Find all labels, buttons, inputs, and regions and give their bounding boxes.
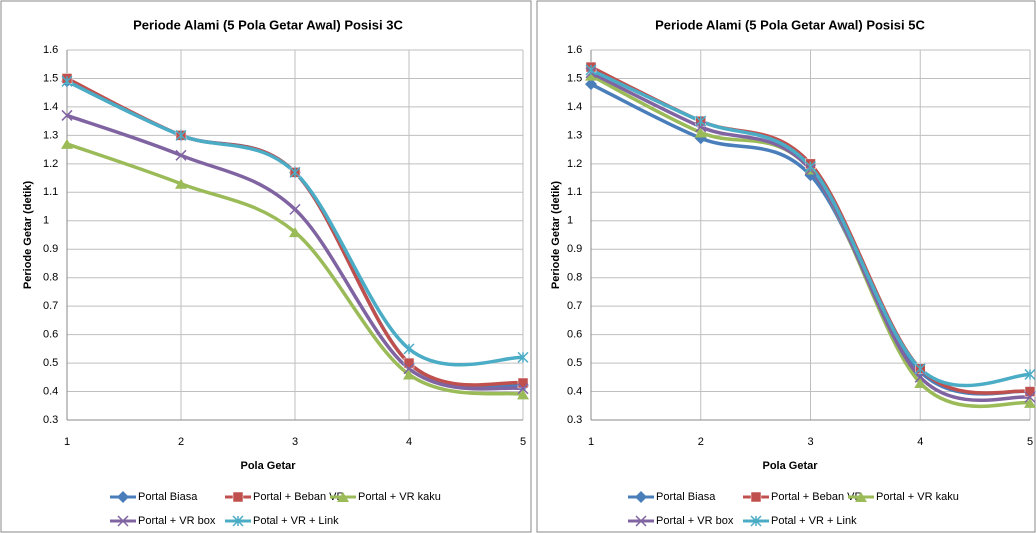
- x-tick-label: 5: [1027, 436, 1033, 448]
- y-tick-label: 1.5: [567, 72, 582, 84]
- x-axis-label: Pola Getar: [240, 460, 296, 472]
- legend-label: Portal Biasa: [656, 491, 716, 503]
- marker: [404, 358, 414, 368]
- y-tick-label: 1.2: [567, 158, 582, 170]
- legend-label: Potal + VR + Link: [253, 515, 339, 527]
- y-tick-label: 0.5: [43, 357, 58, 369]
- y-tick-label: 0.8: [567, 272, 582, 284]
- x-tick-label: 3: [807, 436, 813, 448]
- y-tick-label: 1.4: [43, 101, 58, 113]
- chart-title: Periode Alami (5 Pola Getar Awal) Posisi…: [133, 17, 403, 32]
- y-tick-label: 0.3: [43, 414, 58, 426]
- y-tick-label: 0.5: [567, 357, 582, 369]
- x-tick-label: 2: [178, 436, 184, 448]
- x-tick-label: 4: [406, 436, 412, 448]
- legend-label: Portal Biasa: [138, 491, 198, 503]
- legend-label: Portal + VR box: [656, 515, 734, 527]
- x-tick-label: 3: [292, 436, 298, 448]
- legend-label: Portal + VR kaku: [876, 491, 959, 503]
- y-tick-label: 1.6: [43, 44, 58, 56]
- y-tick-label: 0.7: [43, 300, 58, 312]
- chart-title: Periode Alami (5 Pola Getar Awal) Posisi…: [655, 17, 925, 32]
- x-tick-label: 2: [698, 436, 704, 448]
- y-tick-label: 0.9: [567, 243, 582, 255]
- y-tick-label: 1.5: [43, 72, 58, 84]
- legend-label: Potal + VR + Link: [771, 515, 857, 527]
- y-tick-label: 1: [43, 215, 49, 227]
- y-tick-label: 1.2: [43, 158, 58, 170]
- marker: [233, 492, 243, 502]
- marker: [1025, 387, 1035, 397]
- y-tick-label: 0.4: [567, 385, 582, 397]
- y-tick-label: 1: [567, 215, 573, 227]
- y-axis-label: Periode Getar (detik): [550, 181, 562, 290]
- marker: [751, 492, 761, 502]
- y-tick-label: 1.1: [567, 186, 582, 198]
- y-tick-label: 1.1: [43, 186, 58, 198]
- page: Periode Alami (5 Pola Getar Awal) Posisi…: [0, 0, 1036, 533]
- x-tick-label: 1: [64, 436, 70, 448]
- legend-label: Portal + VR box: [138, 515, 216, 527]
- x-tick-label: 4: [917, 436, 923, 448]
- y-tick-label: 0.6: [567, 329, 582, 341]
- y-tick-label: 0.9: [43, 243, 58, 255]
- y-tick-label: 1.4: [567, 101, 582, 113]
- x-tick-label: 1: [588, 436, 594, 448]
- y-tick-label: 0.4: [43, 385, 58, 397]
- x-tick-label: 5: [520, 436, 526, 448]
- marker: [518, 378, 528, 388]
- y-tick-label: 0.7: [567, 300, 582, 312]
- y-tick-label: 0.6: [43, 329, 58, 341]
- y-tick-label: 0.8: [43, 272, 58, 284]
- y-axis-label: Periode Getar (detik): [22, 181, 34, 290]
- y-tick-label: 1.3: [43, 129, 58, 141]
- y-tick-label: 0.3: [567, 414, 582, 426]
- y-tick-label: 1.3: [567, 129, 582, 141]
- legend-label: Portal + VR kaku: [358, 491, 441, 503]
- background: [0, 0, 1036, 533]
- x-axis-label: Pola Getar: [762, 460, 818, 472]
- y-tick-label: 1.6: [567, 44, 582, 56]
